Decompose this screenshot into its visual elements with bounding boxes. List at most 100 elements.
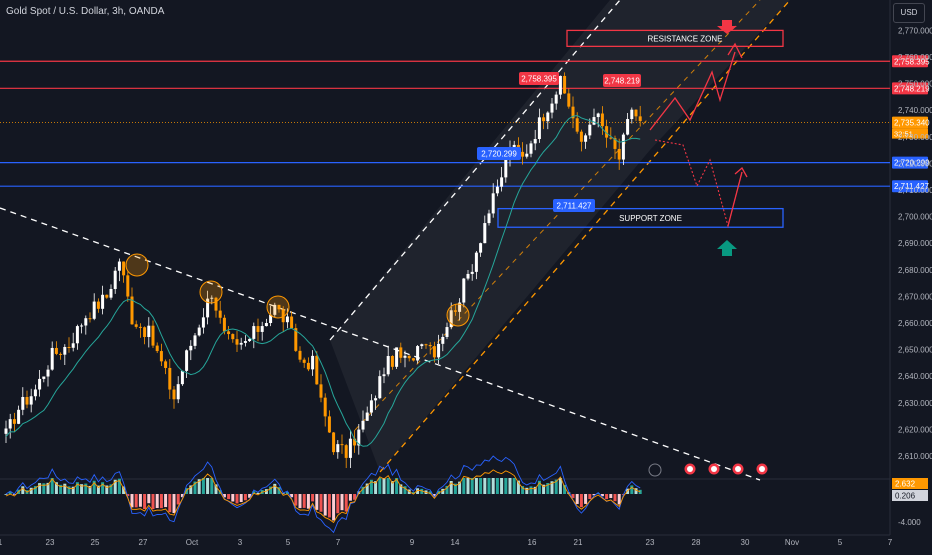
candle-body — [109, 288, 113, 298]
candle — [88, 312, 92, 323]
histogram-bar — [605, 494, 609, 500]
candle — [374, 395, 378, 410]
histogram-bar — [365, 483, 369, 494]
price-label-box — [892, 116, 928, 129]
histogram-bar — [563, 484, 567, 494]
y-tick-label: 2,670.000 — [898, 292, 932, 301]
channel-fill — [330, 0, 790, 472]
histogram-bar — [126, 494, 130, 497]
candle — [248, 338, 252, 343]
candle — [348, 430, 352, 468]
price-label-text: 2,758.395 — [894, 57, 930, 66]
candle-body — [382, 374, 386, 377]
candle — [546, 111, 550, 130]
candle — [159, 343, 163, 367]
x-tick-label: Nov — [785, 538, 799, 547]
price-label-text: 2,720.299 — [894, 159, 930, 168]
histogram-bar — [504, 478, 508, 494]
histogram-bar — [369, 479, 373, 494]
candle — [432, 341, 436, 363]
candle — [399, 342, 403, 363]
candle-body — [495, 186, 499, 194]
histogram-bar — [63, 483, 67, 494]
histogram-bar — [491, 478, 495, 494]
histogram-bar — [197, 479, 201, 494]
candle — [92, 293, 96, 321]
candle — [630, 107, 634, 124]
histogram-bar — [512, 478, 516, 494]
histogram-bar — [579, 494, 583, 508]
candle-body — [558, 75, 562, 95]
price-label-support-high: 2,720.299 — [892, 156, 930, 169]
indicator-value-box — [892, 490, 928, 501]
y-tick-label: 2,630.000 — [898, 399, 932, 408]
histogram-bar — [567, 492, 571, 494]
candle — [306, 357, 310, 372]
x-tick-label: 7 — [888, 538, 893, 547]
candle-body — [180, 370, 184, 385]
price-label-support-low: 2,711.427 — [892, 180, 930, 193]
histogram-bar — [613, 494, 617, 502]
candle — [537, 108, 541, 143]
candle-body — [634, 109, 638, 117]
histogram-bar — [210, 478, 214, 494]
y-tick-label: 2,770.000 — [898, 26, 932, 35]
candle — [441, 333, 445, 352]
histogram-bar — [172, 494, 176, 514]
candle-body — [369, 400, 373, 413]
candle-body — [437, 343, 441, 358]
y-tick-label: 2,650.000 — [898, 346, 932, 355]
currency-button[interactable]: USD — [893, 3, 925, 23]
candle-body — [416, 346, 420, 361]
price-label-text: 2,735.340 — [894, 119, 930, 128]
candle — [554, 91, 558, 110]
histogram-bar — [609, 494, 613, 499]
candle-body — [332, 432, 336, 453]
candle — [483, 215, 487, 244]
y-tick-label: 2,610.000 — [898, 452, 932, 461]
histogram-bar — [256, 492, 260, 494]
candle — [193, 333, 197, 350]
candle-body — [235, 339, 239, 345]
candle — [420, 343, 424, 350]
histogram-bar — [159, 494, 163, 509]
histogram-bar — [101, 482, 105, 494]
price-label-current-price: 2,735.340 — [892, 116, 930, 129]
histogram-bar — [134, 494, 138, 508]
candle-body — [466, 273, 470, 279]
histogram-bar — [168, 494, 172, 513]
histogram-bar — [420, 488, 424, 494]
histogram-bar — [151, 494, 155, 510]
candle — [407, 355, 411, 362]
candle-body — [54, 347, 58, 354]
histogram-bar — [348, 494, 352, 501]
down-arrow-icon — [717, 20, 737, 34]
candle-body — [432, 346, 436, 358]
candle-body — [285, 316, 289, 323]
candle — [579, 129, 583, 152]
candle — [382, 367, 386, 384]
callout-label: 2,748.219 — [603, 74, 641, 87]
candle — [151, 320, 155, 349]
event-icon-core — [735, 466, 741, 472]
candle-body — [101, 294, 105, 309]
candle — [369, 394, 373, 416]
swing-high-circle — [125, 253, 149, 277]
candle-body — [491, 193, 495, 214]
candle — [109, 284, 113, 300]
candle-body — [21, 396, 25, 410]
histogram-bar — [432, 494, 436, 497]
candle — [147, 317, 151, 348]
histogram-bar — [483, 478, 487, 494]
histogram-bar — [96, 485, 100, 494]
candle — [143, 326, 147, 345]
histogram-bar — [269, 486, 273, 494]
candle-body — [151, 325, 155, 346]
candle — [189, 340, 193, 361]
histogram-bar — [21, 486, 25, 494]
histogram-bar — [285, 491, 289, 494]
candle-body — [302, 359, 306, 363]
candle — [71, 332, 75, 352]
